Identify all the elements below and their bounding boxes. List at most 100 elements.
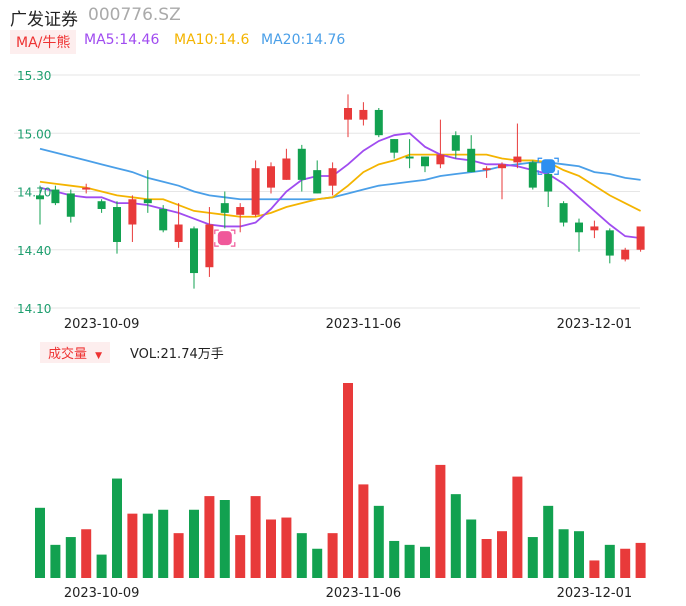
volume-bar (389, 540, 400, 578)
y-tick-label: 14.10 (17, 302, 51, 316)
volume-bar (219, 500, 230, 578)
candle-body (190, 228, 198, 274)
volume-bar (620, 548, 631, 578)
candle-body (205, 224, 214, 268)
y-tick-label: 14.70 (17, 186, 51, 200)
candle-body (97, 201, 106, 209)
volume-bar (358, 484, 369, 578)
volume-bar (266, 519, 276, 578)
volume-bar (466, 519, 477, 578)
x-tick-label: 2023-12-01 (557, 586, 633, 601)
candle-body (436, 154, 445, 165)
y-tick-label: 15.00 (17, 127, 51, 141)
volume-bars (35, 383, 646, 578)
candle-body (544, 174, 553, 192)
volume-bar (96, 554, 107, 578)
candle-body (359, 109, 368, 120)
candle-body (128, 199, 137, 225)
ma5-line (39, 132, 641, 239)
volume-bar (235, 535, 246, 578)
candle-body (513, 156, 522, 163)
ma10-legend: MA10:14.6 (174, 32, 250, 48)
candle-body (575, 222, 583, 233)
y-axis: 15.30 15.00 14.70 14.40 14.10 (17, 69, 51, 316)
y-tick-label: 15.30 (17, 69, 51, 83)
volume-bar (497, 531, 507, 578)
volume-bar (404, 544, 415, 578)
volume-bar (281, 517, 292, 578)
ma5-legend: MA5:14.46 (84, 32, 160, 48)
candle-body (421, 156, 429, 167)
volume-toggle-label: 成交量 (48, 347, 88, 362)
candle-body (605, 230, 614, 256)
x-tick-label: 2023-10-09 (64, 586, 140, 601)
candle-body (36, 195, 44, 200)
markers (214, 157, 559, 247)
volume-bar (512, 476, 523, 578)
volume-bar (127, 513, 138, 578)
volume-bar (35, 507, 45, 578)
candle-body (374, 109, 383, 136)
candle-body (482, 168, 491, 171)
candle-body (636, 226, 645, 250)
candle-body (82, 187, 91, 190)
candle-body (451, 135, 460, 151)
stock-name: 广发证券 (10, 10, 78, 30)
candle-body (297, 148, 306, 180)
caret-down-icon: ▼ (95, 351, 103, 361)
ma-lines (39, 132, 642, 239)
candle-body (590, 226, 599, 231)
volume-bar (65, 537, 76, 578)
volume-toggle-button[interactable]: 成交量 ▼ (40, 342, 111, 363)
volume-bar (204, 496, 215, 578)
bear-marker-icon (537, 157, 559, 175)
volume-bar (527, 537, 538, 578)
candle-body (174, 224, 183, 242)
candle-body (113, 207, 121, 242)
volume-bar (327, 533, 338, 578)
bear-marker-icon-badge (541, 159, 556, 174)
volume-bar (343, 383, 353, 578)
candle-body (143, 199, 152, 204)
ma20-line (39, 147, 641, 201)
candle-body (528, 162, 537, 188)
volume-bar (420, 546, 430, 578)
volume-bar (543, 505, 554, 578)
candle-body (251, 168, 260, 215)
volume-bar (604, 544, 615, 578)
volume-bar (558, 529, 569, 578)
x-axis-price: 2023-10-09 2023-11-06 2023-12-01 (64, 317, 632, 332)
volume-bar (589, 560, 600, 578)
ma20-legend: MA20:14.76 (261, 32, 346, 48)
x-tick-label: 2023-10-09 (64, 317, 140, 332)
stock-code: 000776.SZ (88, 5, 181, 25)
y-tick-label: 14.40 (17, 244, 51, 258)
volume-bar (435, 464, 446, 578)
candle-body (51, 189, 60, 204)
candle-body (236, 207, 245, 215)
bull-marker-icon (214, 229, 236, 247)
volume-bar (142, 513, 153, 578)
volume-bar (81, 529, 92, 578)
price-grid (14, 74, 640, 309)
candle-body (66, 193, 75, 217)
volume-bar (312, 548, 323, 578)
x-tick-label: 2023-11-06 (326, 317, 402, 332)
volume-bar (158, 509, 169, 578)
ma-toggle-button[interactable]: MA/牛熊 (10, 30, 77, 54)
volume-bar (574, 531, 584, 578)
candle-body (328, 168, 337, 186)
volume-bar (373, 505, 384, 578)
volume-bar (635, 542, 646, 578)
volume-bar (189, 509, 199, 578)
candle-body (405, 156, 414, 159)
volume-bar (50, 544, 61, 578)
candle-body (390, 139, 399, 153)
bull-marker-icon-badge (217, 231, 232, 246)
candle-body (282, 158, 291, 180)
candles (36, 94, 645, 289)
x-tick-label: 2023-12-01 (557, 317, 633, 332)
bear-marker-icon-frame (537, 157, 559, 175)
volume-bar (296, 533, 307, 578)
